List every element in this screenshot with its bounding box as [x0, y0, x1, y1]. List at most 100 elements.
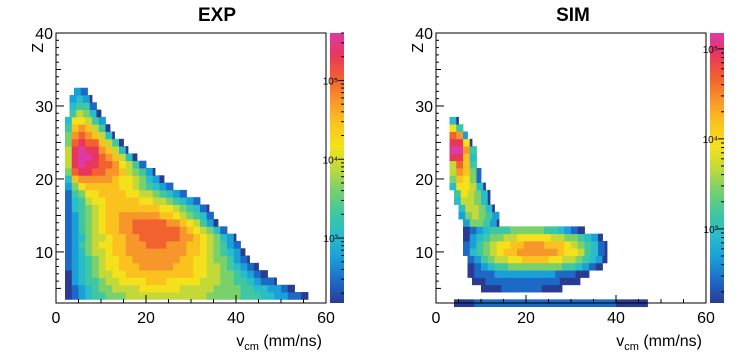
heatmap-cell — [159, 277, 167, 286]
heatmap-cell — [481, 255, 489, 264]
heatmap-cell — [281, 284, 289, 293]
heatmap-cell — [173, 284, 181, 293]
heatmap-cell — [539, 277, 547, 286]
heatmap-cell — [227, 248, 235, 256]
heatmap-cell — [503, 226, 511, 235]
heatmap-cell — [227, 233, 235, 242]
heatmap-cell — [490, 219, 498, 227]
heatmap-cell — [186, 204, 194, 213]
heatmap-cell — [454, 189, 462, 198]
x-tick-label: 60 — [697, 310, 715, 327]
heatmap-cell — [260, 270, 268, 278]
heatmap-cell — [220, 284, 228, 293]
heatmap-cell — [577, 248, 585, 256]
heatmap-cell — [112, 138, 120, 147]
heatmap-cell — [85, 197, 93, 205]
heatmap-cell — [456, 124, 464, 132]
heatmap-cell — [564, 240, 572, 249]
heatmap-cell — [481, 270, 489, 278]
heatmap-cell — [112, 211, 120, 220]
heatmap-cell — [65, 160, 73, 169]
heatmap-cell — [78, 270, 86, 278]
x-axis-label-main: v — [236, 333, 244, 350]
heatmap-cell — [112, 204, 120, 213]
heatmap-cell — [173, 270, 181, 278]
heatmap-cell — [125, 160, 133, 169]
heatmap-cell — [186, 219, 194, 227]
heatmap-cell — [467, 255, 475, 264]
heatmap-cell — [71, 189, 79, 198]
heatmap-cell — [98, 146, 106, 154]
heatmap-cell — [166, 197, 174, 205]
heatmap-cell — [173, 189, 181, 198]
heatmap-cell — [213, 226, 221, 235]
heatmap-cell — [478, 204, 486, 213]
heatmap-cell — [546, 277, 554, 286]
heatmap-cell — [179, 233, 187, 242]
heatmap-cell — [550, 226, 558, 235]
heatmap-cell — [112, 248, 120, 256]
heatmap-cell — [65, 284, 73, 293]
heatmap-cell — [65, 277, 73, 286]
heatmap-cell — [487, 262, 495, 271]
heatmap-cell — [85, 233, 93, 242]
heatmap-cell — [119, 168, 127, 176]
heatmap-cell — [69, 109, 77, 118]
heatmap-cell — [193, 262, 201, 271]
heatmap-cell — [166, 248, 174, 256]
heatmap-cell — [71, 182, 79, 191]
heatmap-cell — [193, 219, 201, 227]
heatmap-cell — [139, 270, 147, 278]
heatmap-cell — [78, 277, 86, 286]
heatmap-cell — [582, 255, 590, 264]
heatmap-cell — [119, 160, 127, 169]
heatmap-cell — [119, 240, 127, 249]
heatmap-cell — [186, 277, 194, 286]
heatmap-cell — [494, 262, 502, 271]
heatmap-cell — [564, 248, 572, 256]
heatmap-cell — [132, 233, 140, 242]
heatmap-cell — [233, 248, 241, 256]
heatmap-cell — [179, 240, 187, 249]
heatmap-cell — [119, 153, 127, 162]
heatmap-cell — [152, 248, 160, 256]
heatmap-cell — [125, 153, 133, 162]
heatmap-cell — [254, 292, 262, 300]
heatmap-cell — [76, 95, 84, 103]
heatmap-cell — [105, 233, 113, 242]
heatmap-cell — [152, 233, 160, 242]
heatmap-cell — [213, 277, 221, 286]
heatmap-cell — [83, 102, 91, 111]
x-tick-label: 20 — [517, 310, 535, 327]
heatmap-cell — [166, 182, 174, 191]
heatmap-cell — [213, 284, 221, 293]
heatmap-cell — [193, 233, 201, 242]
heatmap-cell — [179, 277, 187, 286]
heatmap-cell — [200, 226, 208, 235]
heatmap-cell — [598, 248, 606, 256]
heatmap-cell — [186, 255, 194, 264]
heatmap-cell — [98, 248, 106, 256]
heatmap-cell — [254, 270, 262, 278]
heatmap-cell — [119, 233, 127, 242]
heatmap-cell — [139, 248, 147, 256]
heatmap-cell — [267, 292, 275, 300]
heatmap-cells — [65, 87, 309, 300]
heatmap-cell — [496, 240, 504, 249]
heatmap-cell — [186, 233, 194, 242]
heatmap-cell — [227, 240, 235, 249]
heatmap-cell — [213, 292, 221, 300]
heatmap-cell — [78, 219, 86, 227]
heatmap-cell — [267, 277, 275, 286]
heatmap-cell — [105, 124, 111, 132]
heatmap-cell — [139, 211, 147, 220]
heatmap-cell — [146, 219, 154, 227]
heatmap-cell — [186, 240, 194, 249]
heatmap-cell — [125, 270, 133, 278]
heatmap-cell — [577, 233, 585, 242]
heatmap-cell — [287, 292, 295, 300]
heatmap-cell — [152, 168, 156, 176]
heatmap-cell — [575, 262, 583, 271]
heatmap-cell — [159, 240, 167, 249]
heatmap-cell — [200, 233, 208, 242]
